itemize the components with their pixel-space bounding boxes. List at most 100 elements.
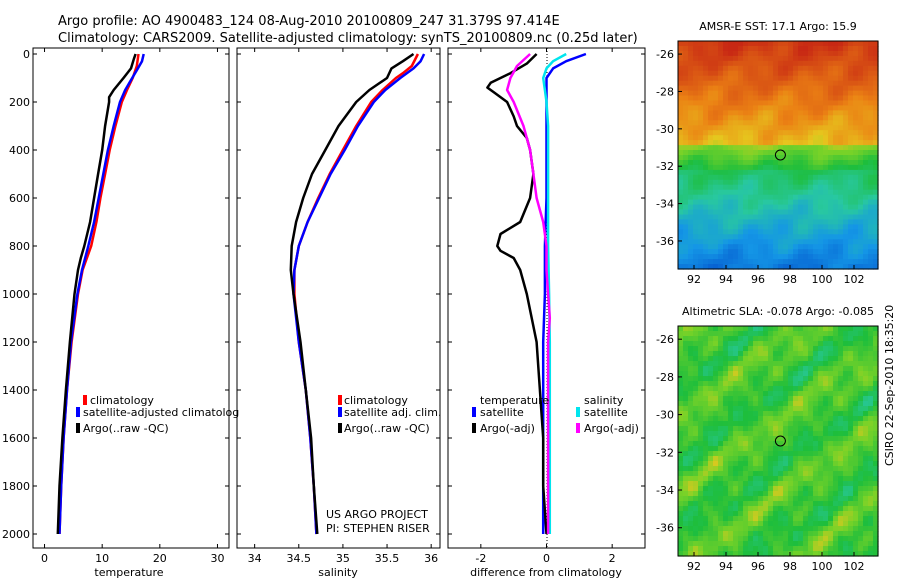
heatmap-cell xyxy=(808,471,814,477)
heatmap-cell xyxy=(868,264,874,270)
heatmap-cell xyxy=(823,521,829,527)
heatmap-cell xyxy=(828,496,834,502)
heatmap-cell xyxy=(828,506,834,512)
heatmap-cell xyxy=(743,426,749,432)
heatmap-cell xyxy=(778,254,784,260)
heatmap-cell xyxy=(723,531,729,537)
heatmap-cell xyxy=(853,164,859,171)
heatmap-cell xyxy=(703,189,709,196)
heatmap-cell xyxy=(868,491,874,497)
heatmap-cell xyxy=(808,174,814,181)
heatmap-cell xyxy=(868,336,874,342)
heatmap-cell xyxy=(768,125,774,131)
heatmap-cell xyxy=(808,194,814,201)
heatmap-cell xyxy=(838,194,844,201)
heatmap-cell xyxy=(793,115,799,121)
heatmap-cell xyxy=(873,431,879,437)
heatmap-cell xyxy=(773,80,779,87)
heatmap-cell xyxy=(858,145,864,151)
heatmap-cell xyxy=(863,356,869,362)
heatmap-cell xyxy=(758,60,764,67)
heatmap-cell xyxy=(768,451,774,457)
heatmap-cell xyxy=(783,41,789,47)
heatmap-cell xyxy=(843,551,849,557)
heatmap-cell xyxy=(683,234,689,240)
heatmap-cell xyxy=(798,80,804,87)
heatmap-cell xyxy=(678,110,684,116)
heatmap-cell xyxy=(683,70,689,77)
heatmap-cell xyxy=(728,135,734,141)
heatmap-cell xyxy=(693,361,699,367)
heatmap-cell xyxy=(808,546,814,552)
heatmap-cell xyxy=(748,60,754,67)
heatmap-cell xyxy=(713,336,719,342)
heatmap-cell xyxy=(723,209,729,216)
heatmap-cell xyxy=(858,194,864,201)
title-line-1: Argo profile: AO 4900483_124 08-Aug-2010… xyxy=(58,14,560,29)
heatmap-cell xyxy=(758,351,764,357)
heatmap-cell xyxy=(793,476,799,482)
heatmap-cell xyxy=(738,351,744,357)
heatmap-cell xyxy=(738,516,744,522)
heatmap-cell xyxy=(823,426,829,432)
heatmap-cell xyxy=(753,431,759,437)
heatmap-cell xyxy=(828,110,834,116)
x-tick-label: -2 xyxy=(475,552,486,565)
heatmap-cell xyxy=(683,204,689,211)
heatmap-cell xyxy=(833,155,839,161)
heatmap-cell xyxy=(728,239,734,245)
heatmap-cell xyxy=(768,145,774,151)
heatmap-cell xyxy=(853,135,859,141)
heatmap-cell xyxy=(753,105,759,111)
heatmap-cell xyxy=(728,531,734,537)
heatmap-cell xyxy=(748,376,754,382)
heatmap-cell xyxy=(743,41,749,47)
heatmap-cell xyxy=(763,416,769,422)
heatmap-cell xyxy=(843,264,849,270)
heatmap-cell xyxy=(708,426,714,432)
heatmap-cell xyxy=(678,194,684,201)
heatmap-cell xyxy=(728,125,734,131)
heatmap-cell xyxy=(798,426,804,432)
heatmap-cell xyxy=(818,416,824,422)
heatmap-cell xyxy=(858,531,864,537)
heatmap-cell xyxy=(843,546,849,552)
heatmap-cell xyxy=(763,219,769,225)
map-y-tick-label: -28 xyxy=(656,371,674,384)
heatmap-cell xyxy=(703,100,709,107)
heatmap-cell xyxy=(733,366,739,372)
heatmap-cell xyxy=(758,85,764,92)
heatmap-cell xyxy=(803,179,809,186)
heatmap-cell xyxy=(703,214,709,221)
heatmap-cell xyxy=(808,461,814,467)
heatmap-cell xyxy=(688,41,694,47)
heatmap-cell xyxy=(858,491,864,497)
heatmap-cell xyxy=(758,55,764,62)
heatmap-cell xyxy=(703,521,709,527)
heatmap-cell xyxy=(783,150,789,156)
heatmap-cell xyxy=(678,441,684,447)
heatmap-cell xyxy=(818,516,824,522)
heatmap-cell xyxy=(793,501,799,507)
heatmap-cell xyxy=(708,506,714,512)
heatmap-cell xyxy=(768,361,774,367)
heatmap-cell xyxy=(753,486,759,492)
heatmap-cell xyxy=(818,486,824,492)
heatmap-cell xyxy=(713,391,719,397)
heatmap-cell xyxy=(808,341,814,347)
heatmap-cell xyxy=(763,511,769,517)
heatmap-cell xyxy=(748,516,754,522)
heatmap-cell xyxy=(853,125,859,131)
heatmap-cell xyxy=(838,521,844,527)
heatmap-cell xyxy=(788,411,794,417)
heatmap-cell xyxy=(833,406,839,412)
heatmap-cell xyxy=(733,496,739,502)
heatmap-cell xyxy=(773,431,779,437)
heatmap-cell xyxy=(718,436,724,442)
heatmap-cell xyxy=(863,169,869,176)
heatmap-cell xyxy=(798,326,804,332)
heatmap-cell xyxy=(768,46,774,52)
heatmap-cell xyxy=(798,351,804,357)
heatmap-cell xyxy=(753,239,759,245)
heatmap-cell xyxy=(848,401,854,407)
